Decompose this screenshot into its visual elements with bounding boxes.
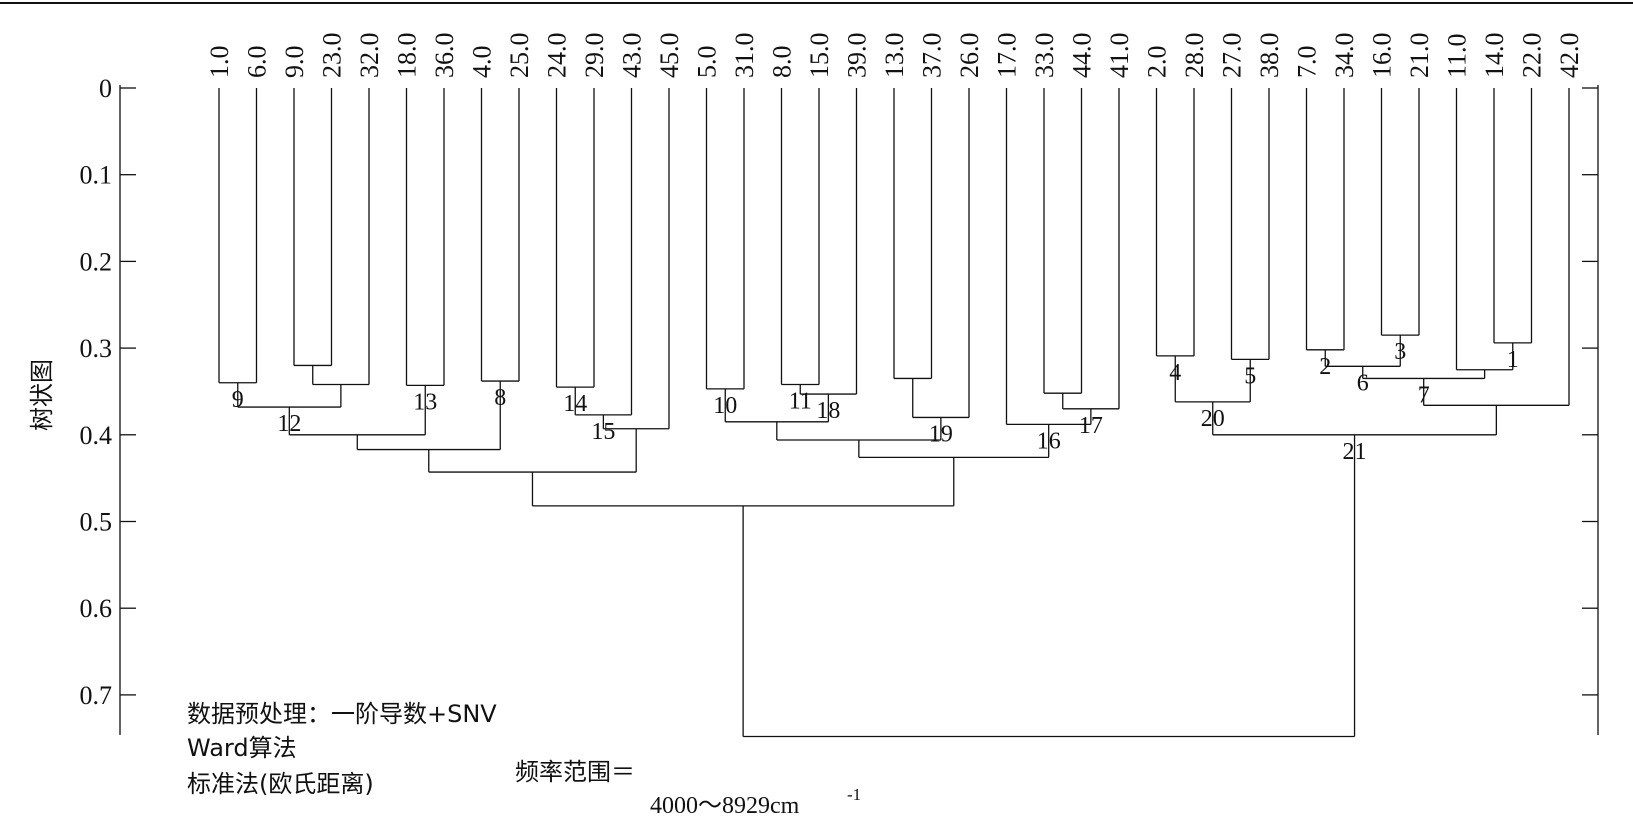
leaf-label-9: 24.0 bbox=[543, 33, 572, 79]
node-label-4: 4 bbox=[1169, 360, 1181, 386]
leaf-label-29: 7.0 bbox=[1293, 46, 1322, 79]
leaf-label-28: 38.0 bbox=[1255, 33, 1284, 79]
node-label-6: 6 bbox=[1357, 370, 1369, 396]
node-label-8: 8 bbox=[494, 385, 506, 411]
leaf-label-34: 14.0 bbox=[1480, 33, 1509, 79]
leaf-label-8: 25.0 bbox=[505, 33, 534, 79]
y-tick-label-0: 0 bbox=[99, 74, 112, 103]
node-label-17: 17 bbox=[1079, 413, 1103, 439]
leaf-label-12: 45.0 bbox=[655, 33, 684, 79]
leaf-label-10: 29.0 bbox=[580, 33, 609, 79]
y-tick-label-2: 0.2 bbox=[80, 247, 113, 276]
node-label-7: 7 bbox=[1418, 382, 1430, 408]
leaf-label-3: 23.0 bbox=[318, 33, 347, 79]
node-label-21: 21 bbox=[1343, 439, 1367, 465]
y-axis-label: 树状图 bbox=[28, 359, 56, 431]
y-ticks: 0 0.1 0.2 0.3 0.4 0.5 0.6 0.7 bbox=[80, 74, 1598, 710]
node-label-16: 16 bbox=[1037, 428, 1061, 454]
leaf-label-22: 33.0 bbox=[1030, 33, 1059, 79]
node-label-11: 11 bbox=[789, 389, 812, 415]
node-label-18: 18 bbox=[816, 398, 840, 424]
node-label-3: 3 bbox=[1394, 339, 1406, 365]
y-tick-label-6: 0.6 bbox=[80, 594, 113, 623]
leaf-label-20: 26.0 bbox=[955, 33, 984, 79]
leaf-label-16: 15.0 bbox=[805, 33, 834, 79]
leaf-label-27: 27.0 bbox=[1218, 33, 1247, 79]
leaf-label-5: 18.0 bbox=[393, 33, 422, 79]
leaf-label-13: 5.0 bbox=[693, 46, 722, 79]
leaf-label-7: 4.0 bbox=[468, 46, 497, 79]
leaf-label-18: 13.0 bbox=[880, 33, 909, 79]
leaf-label-30: 34.0 bbox=[1330, 33, 1359, 79]
node-label-19: 19 bbox=[929, 421, 953, 447]
freq-superscript: -1 bbox=[847, 785, 861, 804]
node-label-5: 5 bbox=[1244, 363, 1256, 389]
leaf-label-19: 37.0 bbox=[918, 33, 947, 79]
leaf-label-4: 32.0 bbox=[355, 33, 384, 79]
leaf-label-33: 11.0 bbox=[1443, 33, 1472, 78]
leaf-label-26: 28.0 bbox=[1180, 33, 1209, 79]
node-label-12: 12 bbox=[277, 411, 301, 437]
y-tick-label-7: 0.7 bbox=[80, 681, 113, 710]
distance-note: 标准法(欧氏距离) bbox=[187, 770, 374, 798]
y-tick-label-1: 0.1 bbox=[80, 161, 113, 190]
node-label-15: 15 bbox=[591, 419, 615, 445]
preprocess-note: 数据预处理：一阶导数+SNV bbox=[187, 700, 497, 728]
leaf-label-35: 22.0 bbox=[1518, 33, 1547, 79]
leaf-label-2: 9.0 bbox=[280, 46, 309, 79]
y-tick-label-5: 0.5 bbox=[80, 508, 113, 537]
annotation-block: 数据预处理：一阶导数+SNV Ward算法 标准法(欧氏距离) 频率范围＝ 40… bbox=[187, 700, 861, 819]
leaf-label-23: 44.0 bbox=[1068, 33, 1097, 79]
node-label-2: 2 bbox=[1319, 354, 1331, 380]
leaf-label-14: 31.0 bbox=[730, 33, 759, 79]
leaf-label-31: 16.0 bbox=[1368, 33, 1397, 79]
freq-value: 4000～8929cm bbox=[650, 793, 800, 817]
node-label-20: 20 bbox=[1201, 406, 1225, 432]
y-tick-label-4: 0.4 bbox=[80, 421, 113, 450]
leaf-label-17: 39.0 bbox=[843, 33, 872, 79]
freq-label: 频率范围＝ bbox=[515, 758, 635, 786]
node-label-10: 10 bbox=[713, 393, 737, 419]
leaf-label-11: 43.0 bbox=[618, 33, 647, 79]
dendrogram-tree bbox=[218, 88, 1570, 738]
leaf-label-21: 17.0 bbox=[993, 33, 1022, 79]
node-label-14: 14 bbox=[563, 391, 587, 417]
y-tick-label-3: 0.3 bbox=[80, 334, 113, 363]
leaf-label-36: 42.0 bbox=[1555, 33, 1584, 79]
method-note: Ward算法 bbox=[187, 734, 297, 762]
leaf-labels: 1.0 6.0 9.0 23.0 32.0 18.0 36.0 4.0 25.0 24.0 29.0… bbox=[205, 33, 1584, 79]
leaf-label-24: 41.0 bbox=[1105, 33, 1134, 79]
leaf-label-25: 2.0 bbox=[1143, 46, 1172, 79]
leaf-label-0: 1.0 bbox=[205, 46, 234, 79]
leaf-label-1: 6.0 bbox=[243, 46, 272, 79]
leaf-label-6: 36.0 bbox=[430, 33, 459, 79]
node-label-13: 13 bbox=[413, 389, 437, 415]
node-label-9: 9 bbox=[232, 387, 244, 413]
leaf-label-32: 21.0 bbox=[1405, 33, 1434, 79]
leaf-label-15: 8.0 bbox=[768, 46, 797, 79]
node-label-1: 1 bbox=[1507, 347, 1519, 373]
